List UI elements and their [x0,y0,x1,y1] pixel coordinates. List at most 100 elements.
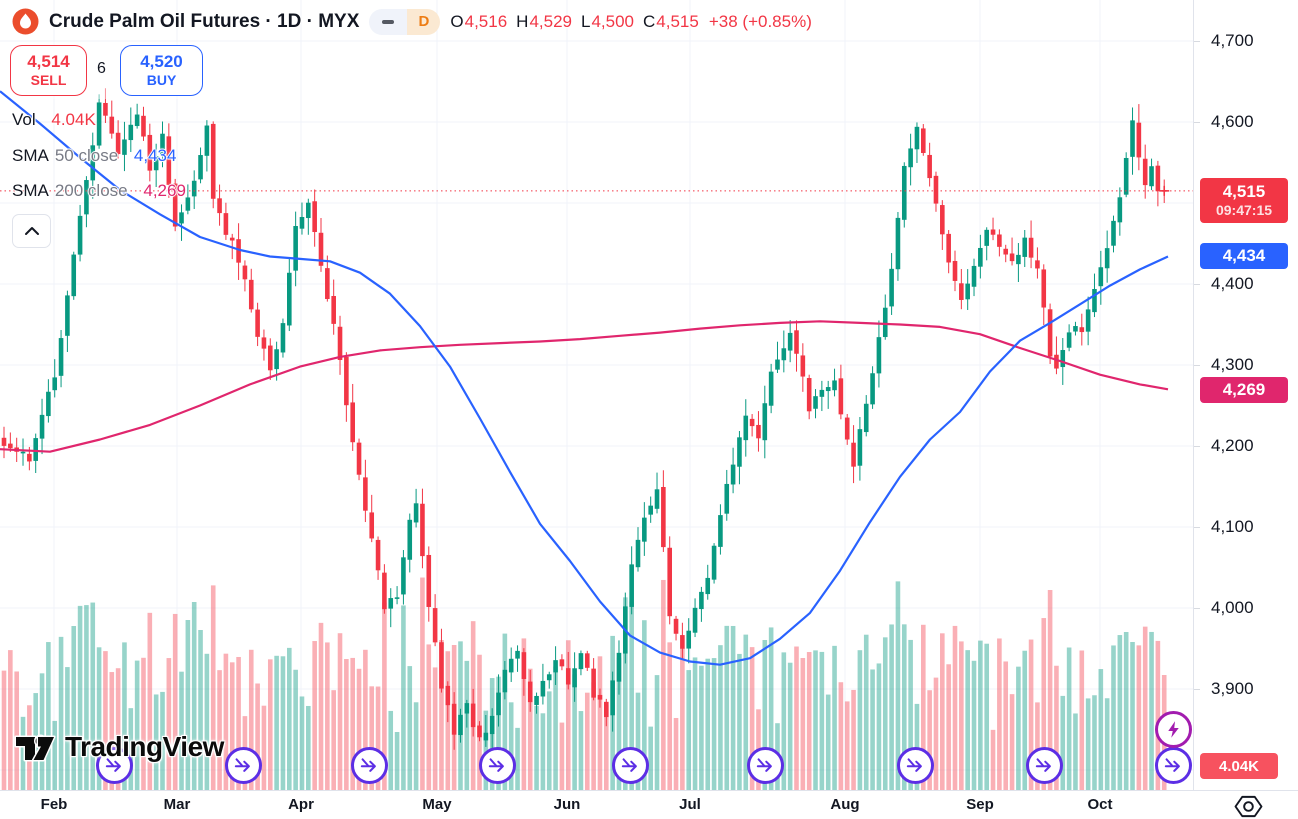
candle-body [1022,237,1028,257]
volume-bar [160,691,165,790]
price-tick-mark [1194,41,1200,42]
candle-body [724,483,730,514]
candle-body [591,668,596,698]
volume-bar [984,643,989,790]
candle-body [1136,122,1142,158]
candle-body [496,692,501,716]
volume-bar [521,638,527,790]
candles [1,88,1167,750]
candle-body [58,338,64,376]
legend-row-sma200[interactable]: SMA 200 close 4,269 [12,181,186,201]
price-tick-label: 4,300 [1211,355,1254,374]
candle-body [20,451,26,454]
volume-bar [572,674,577,790]
candle-body [8,443,13,449]
month-label: Mar [163,796,191,813]
candle-body [851,442,856,467]
ohlc-open: O4,516 [450,11,508,31]
candle-body [27,453,32,462]
volume-bar [293,669,298,790]
candle-body [730,464,736,485]
legend-row-sma50[interactable]: SMA 50 close 4,434 [12,146,176,166]
symbol-title[interactable]: Crude Palm Oil Futures · 1D · MYX [49,10,360,32]
candle-body [832,380,837,391]
hexagon-nut-icon[interactable] [1233,794,1264,819]
volume-bar [635,692,641,790]
legend-row-volume[interactable]: Vol 4.04K [12,110,96,130]
ohlc-values: O4,516 H4,529 L4,500 C4,515 +38 (+0.85%) [450,12,811,32]
candle-body [1054,354,1059,369]
sell-button[interactable]: 4,514 SELL [10,45,87,96]
candle-body [959,283,964,300]
jump-arrow-marker-icon[interactable] [224,747,262,784]
jump-arrow-marker-icon[interactable] [1025,747,1063,784]
volume-bar [58,636,64,790]
candle-body [699,591,704,610]
volume-tag: 4.04K [1200,753,1278,779]
collapse-legend-button[interactable] [12,214,51,248]
candle-body [794,330,799,354]
candle-body [191,180,197,197]
chart-plot-area[interactable]: TradingView [0,0,1193,790]
candle-body [711,545,717,580]
candle-body [71,254,77,297]
volume-bar [680,647,685,790]
volume-bar [1136,645,1142,790]
volume-bar [388,710,394,790]
volume-bar [921,624,926,790]
candle-body [756,424,761,439]
month-label: Jul [679,796,701,813]
jump-arrow-marker-icon[interactable] [896,747,934,784]
candle-body [876,337,882,374]
volume-bar [46,642,51,790]
volume-bar [1041,618,1047,790]
buy-button[interactable]: 4,520 BUY [120,45,203,96]
candle-body [401,557,406,595]
volume-bar [832,645,837,790]
volume-bar [179,671,184,790]
jump-arrow-marker-icon[interactable] [478,747,516,784]
candle-body [882,307,888,338]
volume-bar [109,672,115,790]
watermark-text: TradingView [65,731,224,762]
candle-body [33,438,38,461]
candle-body [952,260,958,281]
candle-body [248,279,254,310]
legend-status-pill[interactable]: D [369,8,441,35]
volume-bar [1066,647,1072,790]
candle-body [667,547,672,617]
month-label: Jun [553,796,581,813]
volume-bar [369,686,375,790]
jump-arrow-marker-icon[interactable] [746,747,784,784]
candle-body [439,642,444,689]
jump-arrow-marker-icon[interactable] [350,747,388,784]
candle-body [857,429,863,466]
volume-bar [325,642,330,790]
volume-bar [344,659,349,790]
volume-bar [407,666,413,790]
candle-body [369,512,375,539]
candle-body [204,125,210,156]
candle-body [990,229,996,235]
volume-bar [71,626,77,790]
time-axis[interactable]: Feb Mar Apr May Jun Jul Aug Sep Oct [0,790,1298,819]
lightning-bolt-marker-icon[interactable] [1154,710,1192,748]
jump-arrow-marker-icon[interactable] [611,747,649,784]
volume-bar [749,647,755,790]
volume-bar [248,649,254,790]
volume-bar [502,633,508,790]
jump-arrow-marker-icon[interactable] [1154,747,1192,784]
volume-bar [825,694,831,790]
interval-badge[interactable]: D [407,8,441,35]
candle-body [635,539,641,568]
chart-header: Crude Palm Oil Futures · 1D · MYX D O4,5… [12,8,812,35]
jump-arrow-marker-icon[interactable] [95,747,133,784]
volume-bar [648,726,653,790]
price-tick-mark [1194,284,1200,285]
minimized-dash-icon[interactable] [369,8,408,35]
price-axis[interactable]: 4,515 09:47:15 4,434 4,269 4.04K 4,700 4,… [1193,0,1298,790]
candlestick-chart-canvas[interactable] [0,0,1193,790]
candle-body [407,519,413,560]
volume-bar [971,660,977,790]
sell-label: SELL [30,72,67,89]
